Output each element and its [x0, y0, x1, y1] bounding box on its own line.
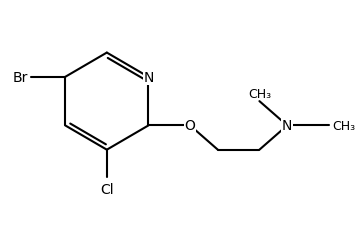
Text: CH₃: CH₃ — [332, 119, 355, 132]
Text: Cl: Cl — [100, 182, 114, 196]
Text: CH₃: CH₃ — [248, 87, 271, 100]
Text: Br: Br — [13, 70, 28, 85]
Text: O: O — [185, 119, 195, 133]
Text: N: N — [143, 70, 154, 85]
Text: N: N — [282, 119, 292, 133]
